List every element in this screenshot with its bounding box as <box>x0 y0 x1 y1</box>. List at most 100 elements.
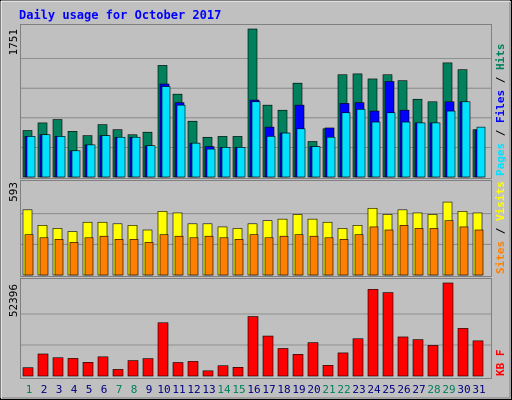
bar-kb-f-day-5 <box>82 362 94 377</box>
bar-kb-f-day-15 <box>232 367 244 377</box>
bar-sites-day-6 <box>99 235 109 276</box>
bar-sites-day-28 <box>429 228 439 276</box>
visits-legend: Sites / Visits <box>494 181 507 274</box>
legend-sep-1: / <box>494 123 507 143</box>
legend-kbytes: KB F <box>494 350 507 377</box>
bar-pages-day-27 <box>416 122 426 178</box>
bar-sites-day-16 <box>249 234 259 276</box>
bar-sites-day-5 <box>84 237 94 276</box>
x-tick-label: 8 <box>131 383 138 396</box>
visits-ymax-label: 593 <box>7 182 20 202</box>
bar-kb-f-day-2 <box>37 353 49 377</box>
bar-sites-day-10 <box>159 234 169 276</box>
bar-kb-f-day-7 <box>112 369 124 377</box>
bar-sites-day-18 <box>279 235 289 276</box>
x-tick-label: 3 <box>56 383 63 396</box>
bar-pages-day-9 <box>146 145 156 178</box>
bar-sites-day-9 <box>144 242 154 276</box>
bar-kb-f-day-28 <box>427 345 439 377</box>
bar-pages-day-8 <box>131 136 141 178</box>
bar-pages-day-10 <box>161 86 171 178</box>
x-tick-label: 16 <box>247 383 260 396</box>
x-tick-label: 24 <box>367 383 381 396</box>
bar-sites-day-4 <box>69 242 79 276</box>
bar-kb-f-day-30 <box>457 328 469 377</box>
bar-kb-f-day-13 <box>202 370 214 377</box>
bar-kb-f-day-29 <box>442 282 454 377</box>
bar-kb-f-day-22 <box>337 352 349 377</box>
bar-pages-day-5 <box>86 144 96 178</box>
x-tick-label: 21 <box>322 383 335 396</box>
bar-pages-day-3 <box>56 136 66 178</box>
bar-sites-day-8 <box>129 239 139 276</box>
bar-sites-day-23 <box>354 234 364 276</box>
bar-sites-day-30 <box>459 226 469 276</box>
legend-sep-3: / <box>494 221 507 241</box>
x-tick-label: 10 <box>157 383 170 396</box>
bar-sites-day-13 <box>204 235 214 276</box>
x-tick-label: 19 <box>292 383 305 396</box>
bar-kb-f-day-31 <box>472 340 484 377</box>
x-tick-label: 9 <box>146 383 153 396</box>
bar-pages-day-13 <box>206 148 216 178</box>
bar-kb-f-day-4 <box>67 358 79 377</box>
bar-sites-day-7 <box>114 239 124 276</box>
bar-sites-day-19 <box>294 234 304 276</box>
bar-sites-day-20 <box>309 235 319 276</box>
kbytes-ymax-label: 52396 <box>7 284 20 317</box>
x-tick-label: 7 <box>116 383 123 396</box>
bar-pages-day-21 <box>326 136 336 178</box>
x-tick-label: 29 <box>442 383 455 396</box>
bar-pages-day-6 <box>101 135 111 178</box>
bar-kb-f-day-27 <box>412 339 424 377</box>
bar-pages-day-29 <box>446 110 456 178</box>
bar-pages-day-14 <box>221 147 231 178</box>
bar-kb-f-day-25 <box>382 292 394 377</box>
bar-sites-day-31 <box>474 229 484 276</box>
x-tick-label: 25 <box>382 383 395 396</box>
bar-sites-day-26 <box>399 225 409 276</box>
bar-sites-day-3 <box>54 239 64 276</box>
bar-kb-f-day-18 <box>277 348 289 377</box>
x-tick-label: 1 <box>26 383 33 396</box>
bar-kb-f-day-14 <box>217 365 229 377</box>
x-tick-label: 31 <box>472 383 485 396</box>
bar-pages-day-31 <box>476 126 486 178</box>
bar-pages-day-12 <box>191 142 201 178</box>
bar-kb-f-day-12 <box>187 361 199 377</box>
x-tick-label: 6 <box>101 383 108 396</box>
bar-sites-day-11 <box>174 235 184 276</box>
x-tick-label: 11 <box>172 383 185 396</box>
bar-kb-f-day-23 <box>352 338 364 377</box>
bar-pages-day-23 <box>356 109 366 178</box>
x-tick-label: 30 <box>457 383 470 396</box>
x-tick-label: 27 <box>412 383 425 396</box>
bar-kb-f-day-6 <box>97 356 109 377</box>
bar-sites-day-29 <box>444 220 454 276</box>
bar-sites-day-17 <box>264 237 274 276</box>
x-tick-label: 12 <box>187 383 200 396</box>
x-tick-label: 26 <box>397 383 410 396</box>
legend-sep-2: / <box>494 70 507 90</box>
bar-kb-f-day-17 <box>262 335 274 377</box>
bar-pages-day-30 <box>461 101 471 178</box>
x-tick-label: 2 <box>41 383 48 396</box>
bar-kb-f-day-1 <box>22 367 34 377</box>
bar-kb-f-day-24 <box>367 289 379 377</box>
x-tick-label: 13 <box>202 383 215 396</box>
bar-kb-f-day-8 <box>127 360 139 377</box>
legend-pages: Pages <box>494 143 507 176</box>
bar-pages-day-17 <box>266 136 276 178</box>
x-tick-label: 28 <box>427 383 440 396</box>
bar-pages-day-20 <box>311 146 321 178</box>
x-tick-label: 4 <box>71 383 78 396</box>
bar-kb-f-day-20 <box>307 342 319 377</box>
chart-title: Daily usage for October 2017 <box>19 8 221 22</box>
bar-pages-day-15 <box>236 147 246 178</box>
legend-sites: Sites <box>494 241 507 274</box>
hits-legend: Pages / Files / Hits <box>494 44 507 177</box>
bar-kb-f-day-9 <box>142 358 154 377</box>
bar-sites-day-15 <box>234 239 244 276</box>
bar-sites-day-22 <box>339 239 349 276</box>
